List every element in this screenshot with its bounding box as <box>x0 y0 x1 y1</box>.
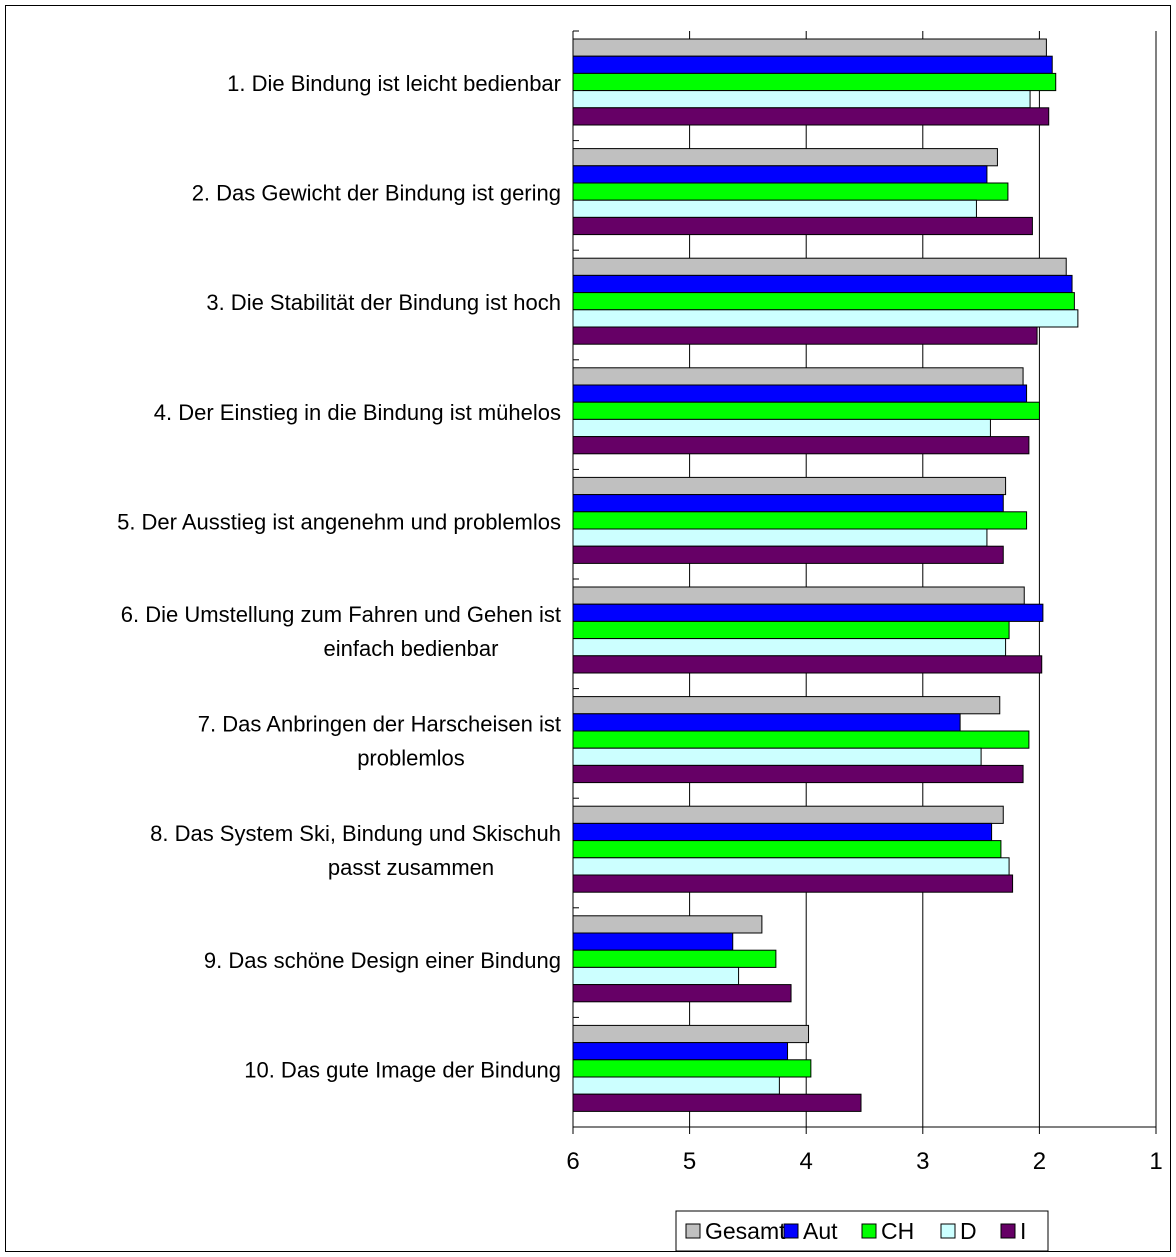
bar-ch-4 <box>572 401 1040 420</box>
bar-aut-5 <box>572 494 1004 513</box>
legend-label-i: I <box>1020 1218 1026 1244</box>
category-label: 5. Der Ausstieg ist angenehm und problem… <box>117 509 561 534</box>
bar-gesamt-10 <box>572 1024 810 1044</box>
bar-i-1 <box>572 107 1050 126</box>
category-label: 1. Die Bindung ist leicht bedienbar <box>227 71 561 96</box>
bar-aut-1 <box>572 55 1053 74</box>
bar-i-5 <box>572 545 1004 564</box>
bar-d-6 <box>572 638 1007 657</box>
bar-i-3 <box>572 326 1038 345</box>
bar-aut-3 <box>572 274 1073 294</box>
category-label: 9. Das schöne Design einer Bindung <box>204 948 561 973</box>
bar-d-5 <box>572 528 988 547</box>
bar-ch-7 <box>572 730 1030 749</box>
x-tick-label: 3 <box>916 1148 929 1175</box>
bar-aut-4 <box>572 384 1028 403</box>
legend-swatch-d <box>940 1223 956 1239</box>
category-label: 10. Das gute Image der Bindung <box>244 1057 561 1082</box>
bar-aut-8 <box>572 822 993 842</box>
bar-d-8 <box>572 857 1010 876</box>
bar-i-4 <box>572 436 1030 455</box>
category-label: passt zusammen <box>328 855 494 880</box>
category-label: problemlos <box>357 746 465 771</box>
bar-i-2 <box>572 216 1033 236</box>
x-tick-label: 1 <box>1149 1148 1162 1175</box>
legend-swatch-gesamt <box>685 1223 701 1239</box>
bar-i-6 <box>572 655 1043 674</box>
bar-gesamt-4 <box>572 367 1024 386</box>
bar-ch-6 <box>572 620 1010 640</box>
bar-gesamt-9 <box>572 915 763 934</box>
bar-gesamt-6 <box>572 586 1025 605</box>
bar-d-2 <box>572 199 977 218</box>
category-label: 6. Die Umstellung zum Fahren und Gehen i… <box>121 602 561 627</box>
bar-ch-3 <box>572 292 1075 311</box>
x-tick-label: 6 <box>566 1148 579 1175</box>
bar-i-10 <box>572 1093 862 1112</box>
bar-d-9 <box>572 966 740 986</box>
category-label: 4. Der Einstieg in die Bindung ist mühel… <box>154 400 561 425</box>
category-label: 8. Das System Ski, Bindung und Skischuh <box>150 821 561 846</box>
bar-i-8 <box>572 874 1014 893</box>
bar-aut-9 <box>572 932 734 951</box>
legend-label-d: D <box>960 1218 977 1244</box>
bar-gesamt-3 <box>572 257 1067 276</box>
bar-ch-10 <box>572 1059 812 1078</box>
bar-d-3 <box>572 309 1079 328</box>
x-tick-label: 5 <box>683 1148 696 1175</box>
category-label: 7. Das Anbringen der Harscheisen ist <box>198 712 561 737</box>
category-label: einfach bedienbar <box>324 636 499 661</box>
bar-gesamt-2 <box>572 148 998 167</box>
legend-swatch-aut <box>783 1223 799 1239</box>
bar-ch-5 <box>572 511 1028 530</box>
bar-aut-7 <box>572 713 961 732</box>
bar-i-7 <box>572 764 1024 784</box>
bar-gesamt-7 <box>572 696 1001 715</box>
bar-d-10 <box>572 1076 780 1095</box>
x-tick-label: 2 <box>1033 1148 1046 1175</box>
bar-gesamt-1 <box>572 38 1047 57</box>
legend-label-ch: CH <box>881 1218 914 1244</box>
category-label: 3. Die Stabilität der Bindung ist hoch <box>206 290 561 315</box>
legend-swatch-ch <box>861 1223 877 1239</box>
bar-d-4 <box>572 418 991 438</box>
legend-label-gesamt: Gesamt <box>705 1218 786 1244</box>
bar-d-7 <box>572 747 982 766</box>
bar-aut-10 <box>572 1042 789 1061</box>
bar-gesamt-5 <box>572 476 1007 496</box>
bar-ch-1 <box>572 72 1057 92</box>
bar-aut-2 <box>572 165 988 184</box>
category-label: 2. Das Gewicht der Bindung ist gering <box>192 181 561 206</box>
legend-label-aut: Aut <box>803 1218 838 1244</box>
x-tick-label: 4 <box>800 1148 813 1175</box>
legend-swatch-i <box>1000 1223 1016 1239</box>
bar-ch-2 <box>572 182 1009 201</box>
bar-gesamt-8 <box>572 805 1004 824</box>
bar-d-1 <box>572 90 1031 109</box>
bar-ch-9 <box>572 949 777 968</box>
bar-aut-6 <box>572 603 1044 622</box>
bar-ch-8 <box>572 840 1002 859</box>
bar-i-9 <box>572 984 792 1003</box>
